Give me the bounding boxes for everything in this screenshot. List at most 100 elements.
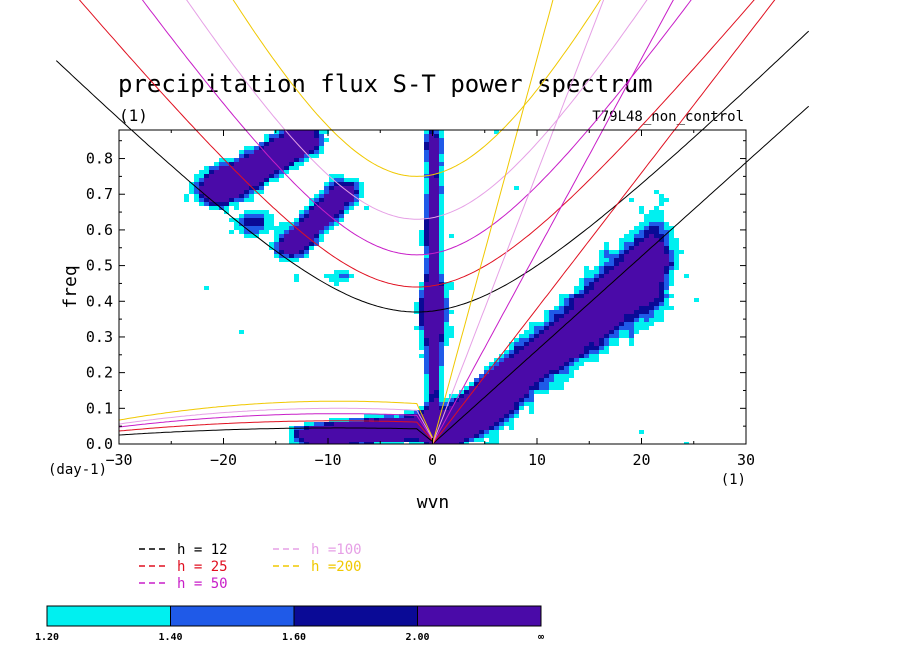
heatmap-cell xyxy=(494,394,499,398)
heatmap-cell xyxy=(459,406,464,410)
heatmap-cell xyxy=(309,222,314,226)
heatmap-cell xyxy=(404,430,409,434)
heatmap-cell xyxy=(314,438,319,442)
heatmap-cell xyxy=(209,194,214,198)
heatmap-cell xyxy=(564,294,569,298)
heatmap-cell xyxy=(304,226,309,230)
heatmap-cell xyxy=(434,350,439,354)
y-tick-label: 0.0 xyxy=(86,435,113,453)
heatmap-cell xyxy=(439,238,444,242)
heatmap-cell xyxy=(334,218,339,222)
heatmap-cell xyxy=(489,386,494,390)
heatmap-cell xyxy=(454,406,459,410)
heatmap-cell xyxy=(634,274,639,278)
heatmap-cell xyxy=(429,318,434,322)
heatmap-cell xyxy=(324,182,329,186)
heatmap-cell xyxy=(429,234,434,238)
heatmap-cell xyxy=(424,338,429,342)
heatmap-cell xyxy=(344,270,349,274)
heatmap-cell xyxy=(379,438,384,442)
heatmap-cell xyxy=(364,422,369,426)
heatmap-cell xyxy=(429,418,434,422)
heatmap-cell xyxy=(479,434,484,438)
heatmap-cell xyxy=(409,426,414,430)
heatmap-cell xyxy=(434,214,439,218)
heatmap-cell xyxy=(624,310,629,314)
heatmap-cell xyxy=(439,422,444,426)
heatmap-cell xyxy=(564,338,569,342)
heatmap-cell xyxy=(614,306,619,310)
heatmap-cell xyxy=(654,302,659,306)
heatmap-cell xyxy=(659,242,664,246)
heatmap-cell xyxy=(499,382,504,386)
heatmap-cell xyxy=(444,322,449,326)
heatmap-cell xyxy=(569,326,574,330)
heatmap-cell xyxy=(429,170,434,174)
heatmap-cell xyxy=(199,202,204,206)
heatmap-cell xyxy=(499,402,504,406)
heatmap-cell xyxy=(629,314,634,318)
dispersion-curve-ig-200 xyxy=(232,0,601,177)
heatmap-cell xyxy=(624,282,629,286)
heatmap-cell xyxy=(354,194,359,198)
heatmap-cell xyxy=(614,258,619,262)
heatmap-cell xyxy=(579,318,584,322)
heatmap-cell xyxy=(594,306,599,310)
heatmap-cell xyxy=(239,226,244,230)
heatmap-cell xyxy=(424,294,429,298)
heatmap-cell xyxy=(419,306,424,310)
chart-subtitle-right: T79L48_non_control xyxy=(592,109,744,125)
heatmap-cell xyxy=(574,358,579,362)
heatmap-cell xyxy=(564,362,569,366)
heatmap-cell xyxy=(344,194,349,198)
heatmap-cell xyxy=(579,362,584,366)
heatmap-cell xyxy=(294,238,299,242)
heatmap-cell xyxy=(664,262,669,266)
heatmap-cell xyxy=(629,302,634,306)
heatmap-cell xyxy=(609,298,614,302)
heatmap-cell xyxy=(219,202,224,206)
y-tick-label: 0.7 xyxy=(86,185,113,203)
heatmap-cell xyxy=(514,382,519,386)
heatmap-cell xyxy=(279,154,284,158)
heatmap-cell xyxy=(404,418,409,422)
heatmap-cell xyxy=(669,250,674,254)
heatmap-cell xyxy=(599,306,604,310)
heatmap-cell xyxy=(304,134,309,138)
dispersion-curve-er-25 xyxy=(119,420,433,441)
heatmap-cell xyxy=(344,430,349,434)
heatmap-cell xyxy=(259,178,264,182)
heatmap-cell xyxy=(629,274,634,278)
heatmap-cell xyxy=(439,298,444,302)
heatmap-cell xyxy=(539,346,544,350)
heatmap-cell xyxy=(439,278,444,282)
heatmap-cell xyxy=(479,422,484,426)
heatmap-cell xyxy=(264,170,269,174)
heatmap-cell xyxy=(634,230,639,234)
heatmap-cell xyxy=(424,226,429,230)
heatmap-cell xyxy=(239,170,244,174)
colorbar-label: 2.00 xyxy=(405,632,429,643)
heatmap-cell xyxy=(424,382,429,386)
heatmap-cell xyxy=(584,342,589,346)
heatmap-cell xyxy=(554,326,559,330)
heatmap-cell xyxy=(599,318,604,322)
heatmap-cell xyxy=(644,318,649,322)
heatmap-cell xyxy=(274,170,279,174)
heatmap-cell xyxy=(444,298,449,302)
heatmap-cell xyxy=(604,282,609,286)
heatmap-cell xyxy=(424,238,429,242)
heatmap-cell xyxy=(494,406,499,410)
heatmap-cell xyxy=(429,334,434,338)
heatmap-cell xyxy=(524,386,529,390)
heatmap-cell xyxy=(439,182,444,186)
heatmap-cell xyxy=(474,410,479,414)
heatmap-cell xyxy=(339,422,344,426)
heatmap-cell xyxy=(439,362,444,366)
heatmap-cell xyxy=(539,378,544,382)
heatmap-cell xyxy=(464,438,469,442)
heatmap-cell xyxy=(444,314,449,318)
heatmap-cell xyxy=(429,290,434,294)
heatmap-cell xyxy=(424,314,429,318)
heatmap-cell xyxy=(309,130,314,134)
